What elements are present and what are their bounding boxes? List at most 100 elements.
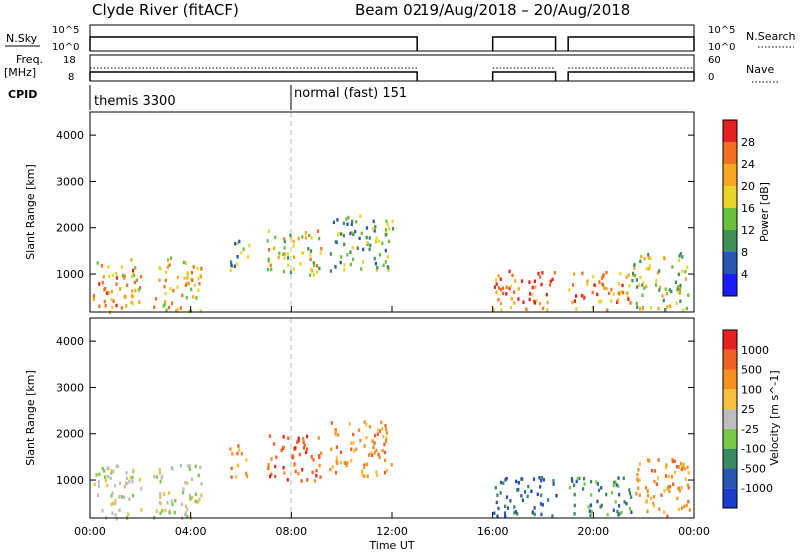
echo-cell bbox=[306, 434, 309, 439]
echo-cell bbox=[345, 463, 348, 468]
echo-cell bbox=[92, 293, 96, 298]
echo-cell bbox=[381, 241, 384, 246]
echo-cell bbox=[645, 267, 648, 271]
echo-cell bbox=[233, 264, 236, 268]
echo-cell bbox=[385, 438, 388, 443]
echo-cell bbox=[121, 273, 124, 278]
echo-cell bbox=[165, 308, 168, 312]
echo-cell bbox=[95, 473, 98, 477]
echo-cell bbox=[501, 291, 504, 296]
echo-cell bbox=[612, 483, 615, 488]
echo-cell bbox=[371, 439, 374, 443]
echo-cell bbox=[236, 463, 239, 468]
echo-cell bbox=[114, 513, 117, 517]
echo-cell bbox=[330, 421, 333, 425]
echo-cell bbox=[499, 277, 502, 281]
echo-cell bbox=[343, 263, 346, 267]
echo-cell bbox=[122, 495, 125, 500]
echo-cell bbox=[110, 469, 113, 473]
echo-cell bbox=[318, 236, 321, 241]
echo-cell bbox=[184, 283, 187, 287]
echo-cell bbox=[582, 294, 585, 299]
echo-cell bbox=[317, 436, 320, 440]
echo-cell bbox=[548, 283, 552, 287]
echo-cell bbox=[687, 485, 690, 490]
echo-cell bbox=[109, 476, 112, 480]
echo-cell bbox=[153, 305, 156, 309]
echo-cell bbox=[247, 255, 250, 259]
echo-cell bbox=[318, 454, 321, 458]
echo-cell bbox=[678, 254, 681, 258]
echo-cell bbox=[591, 290, 594, 295]
echo-cell bbox=[185, 281, 188, 286]
echo-cell bbox=[158, 467, 161, 472]
echo-cell bbox=[497, 506, 500, 511]
echo-cell bbox=[633, 266, 636, 270]
station-title: Clyde River (fitACF) bbox=[92, 1, 239, 19]
echo-cell bbox=[539, 502, 543, 506]
echo-cell bbox=[517, 297, 520, 301]
echo-cell bbox=[312, 261, 315, 265]
echo-cell bbox=[546, 300, 549, 305]
echo-cell bbox=[282, 435, 285, 439]
echo-cell bbox=[601, 282, 604, 286]
echo-cell bbox=[533, 279, 536, 283]
nave-tick-top: 60 bbox=[708, 55, 721, 66]
echo-cell bbox=[132, 268, 135, 273]
trace-segment bbox=[491, 71, 557, 81]
echo-cell bbox=[182, 260, 185, 265]
echo-cell bbox=[680, 467, 683, 472]
colorbar-frame bbox=[722, 329, 738, 509]
echo-cell bbox=[358, 236, 361, 240]
echo-cell bbox=[283, 246, 286, 250]
echo-cell bbox=[283, 239, 286, 244]
echo-cell bbox=[509, 284, 512, 289]
echo-cell bbox=[320, 247, 323, 251]
echo-cell bbox=[363, 444, 366, 448]
colorbar-tick-label: 100 bbox=[741, 383, 762, 396]
colorbar-segment bbox=[723, 120, 737, 142]
echo-cell bbox=[595, 480, 598, 484]
echo-cell bbox=[582, 487, 585, 491]
echo-cell bbox=[638, 493, 641, 497]
echo-cell bbox=[652, 501, 655, 506]
echo-cell bbox=[631, 278, 634, 283]
echo-cell bbox=[603, 286, 606, 290]
cpid-segment-2: normal (fast) 151 bbox=[294, 86, 407, 101]
echo-cell bbox=[383, 450, 387, 455]
echo-cell bbox=[309, 253, 312, 257]
echo-cell bbox=[110, 502, 113, 507]
echo-cell bbox=[605, 270, 608, 275]
echo-cell bbox=[332, 220, 335, 225]
echo-cell bbox=[378, 429, 381, 433]
echo-cell bbox=[125, 471, 128, 475]
echo-cell bbox=[385, 219, 388, 223]
echo-cell bbox=[643, 286, 646, 290]
echo-cell bbox=[638, 462, 641, 466]
echo-cell bbox=[238, 448, 241, 452]
echo-cell bbox=[673, 459, 676, 463]
echo-cell bbox=[363, 463, 366, 467]
echo-cell bbox=[590, 493, 593, 497]
echo-cell bbox=[645, 499, 648, 503]
cpid-segment-1: themis 3300 bbox=[94, 94, 176, 109]
echo-cell bbox=[647, 493, 650, 498]
echo-cell bbox=[662, 298, 665, 303]
echo-cell bbox=[270, 457, 273, 461]
echo-cell bbox=[123, 274, 126, 279]
echo-cell bbox=[297, 436, 300, 440]
echo-cell bbox=[199, 275, 203, 279]
echo-cell bbox=[376, 432, 379, 436]
echo-cell bbox=[161, 509, 164, 513]
echo-cell bbox=[132, 493, 135, 498]
echo-cell bbox=[618, 504, 621, 508]
echo-cell bbox=[132, 468, 135, 473]
echo-cell bbox=[668, 288, 671, 292]
echo-cell bbox=[686, 265, 689, 270]
echo-cell bbox=[163, 284, 166, 289]
echo-cell bbox=[128, 497, 131, 501]
echo-cell bbox=[677, 272, 680, 277]
echo-cell bbox=[555, 493, 558, 498]
echo-cell bbox=[632, 271, 635, 276]
echo-cell bbox=[540, 479, 543, 483]
